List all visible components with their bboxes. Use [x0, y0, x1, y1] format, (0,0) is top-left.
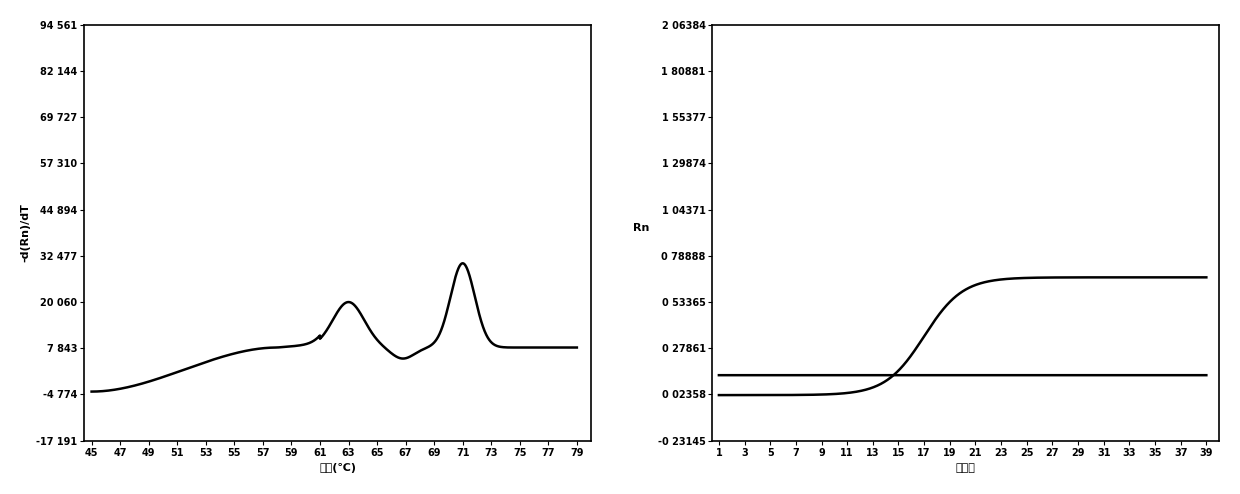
X-axis label: 温度(℃): 温度(℃)	[320, 463, 356, 473]
X-axis label: 循环数: 循环数	[956, 463, 976, 473]
Y-axis label: -d(Rn)/dT: -d(Rn)/dT	[21, 204, 31, 262]
Y-axis label: Rn: Rn	[632, 223, 650, 233]
